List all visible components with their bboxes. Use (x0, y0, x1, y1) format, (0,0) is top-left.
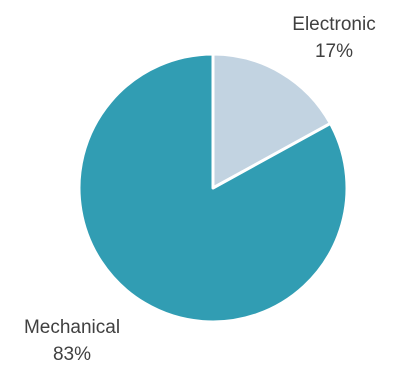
pie-slices (77, 52, 349, 324)
slice-label-mechanical-value: 83% (53, 344, 91, 365)
pie-slice-mechanical (77, 52, 349, 324)
slice-label-mechanical-name: Mechanical (24, 317, 120, 338)
pie-slice-electronic (211, 52, 332, 190)
slice-label-electronic-name: Electronic (292, 14, 375, 35)
slice-label-electronic-value: 17% (315, 41, 353, 62)
